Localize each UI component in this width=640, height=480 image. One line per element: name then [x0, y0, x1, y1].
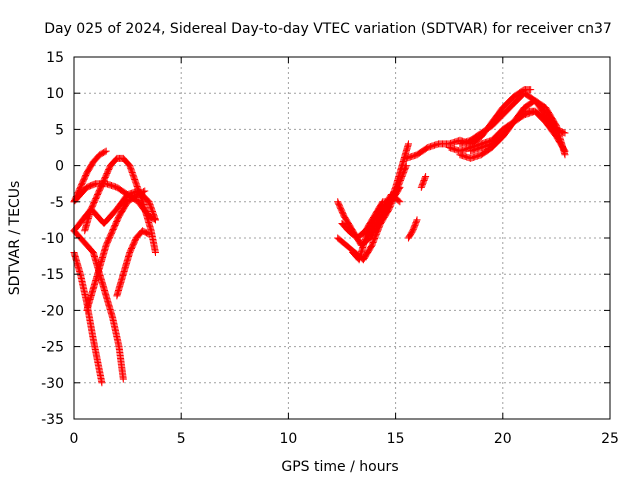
- series-track-5: [70, 227, 127, 383]
- series-track-9: [334, 140, 412, 249]
- data-point-marker: [395, 185, 403, 193]
- x-tick-label: 10: [279, 431, 297, 447]
- x-tick-label: 25: [601, 431, 619, 447]
- y-tick-label: -10: [41, 231, 64, 247]
- y-tick-label: -15: [41, 267, 64, 283]
- data-point-marker: [102, 147, 110, 155]
- data-point-marker: [145, 230, 153, 238]
- data-point-marker: [527, 86, 535, 94]
- data-point-marker: [402, 162, 410, 170]
- data-point-marker: [561, 129, 569, 137]
- y-tick-label: -20: [41, 303, 64, 319]
- x-axis-label: GPS time / hours: [281, 459, 398, 475]
- x-tick-label: 0: [70, 431, 79, 447]
- y-tick-label: -35: [41, 412, 64, 428]
- data-point-marker: [560, 146, 568, 154]
- data-point-marker: [552, 125, 560, 133]
- data-point-marker: [144, 230, 152, 238]
- data-point-marker: [151, 248, 159, 256]
- y-tick-label: 0: [55, 159, 64, 175]
- series-track-19: [445, 107, 560, 155]
- data-point-marker: [402, 163, 410, 171]
- series-track-14: [417, 172, 430, 191]
- data-series: [70, 86, 569, 387]
- x-tick-label: 15: [387, 431, 405, 447]
- data-point-marker: [422, 172, 430, 180]
- data-point-marker: [141, 187, 149, 195]
- data-point-marker: [404, 140, 412, 148]
- data-point-marker: [101, 148, 109, 156]
- data-point-marker: [413, 216, 421, 224]
- x-tick-label: 5: [177, 431, 186, 447]
- chart-title: Day 025 of 2024, Sidereal Day-to-day VTE…: [44, 21, 612, 37]
- y-tick-label: -25: [41, 340, 64, 356]
- series-track-12: [349, 191, 404, 264]
- data-point-marker: [561, 147, 569, 155]
- data-point-marker: [395, 197, 403, 205]
- data-point-marker: [139, 188, 147, 196]
- y-tick-label: -5: [50, 195, 64, 211]
- y-tick-label: -30: [41, 376, 64, 392]
- data-point-marker: [413, 217, 421, 225]
- axis-ticks: 0 5 10 15 20 25 15 10 5 0 -5 -10 -15 -20 -25 -30 -35: [41, 50, 619, 447]
- series-track-13: [404, 216, 421, 242]
- series-track-7: [83, 187, 149, 314]
- series-track-8: [113, 227, 153, 300]
- y-tick-label: 5: [55, 122, 64, 138]
- y-axis-label: SDTVAR / TECUs: [7, 181, 23, 296]
- x-tick-label: 20: [494, 431, 512, 447]
- data-point-marker: [421, 174, 429, 182]
- data-point-marker: [119, 375, 127, 383]
- data-point-marker: [98, 379, 106, 387]
- y-tick-label: 10: [46, 86, 64, 102]
- data-point-marker: [396, 183, 404, 191]
- data-point-marker: [151, 216, 159, 224]
- data-point-marker: [396, 198, 404, 206]
- data-point-marker: [551, 124, 559, 132]
- y-tick-label: 15: [46, 50, 64, 66]
